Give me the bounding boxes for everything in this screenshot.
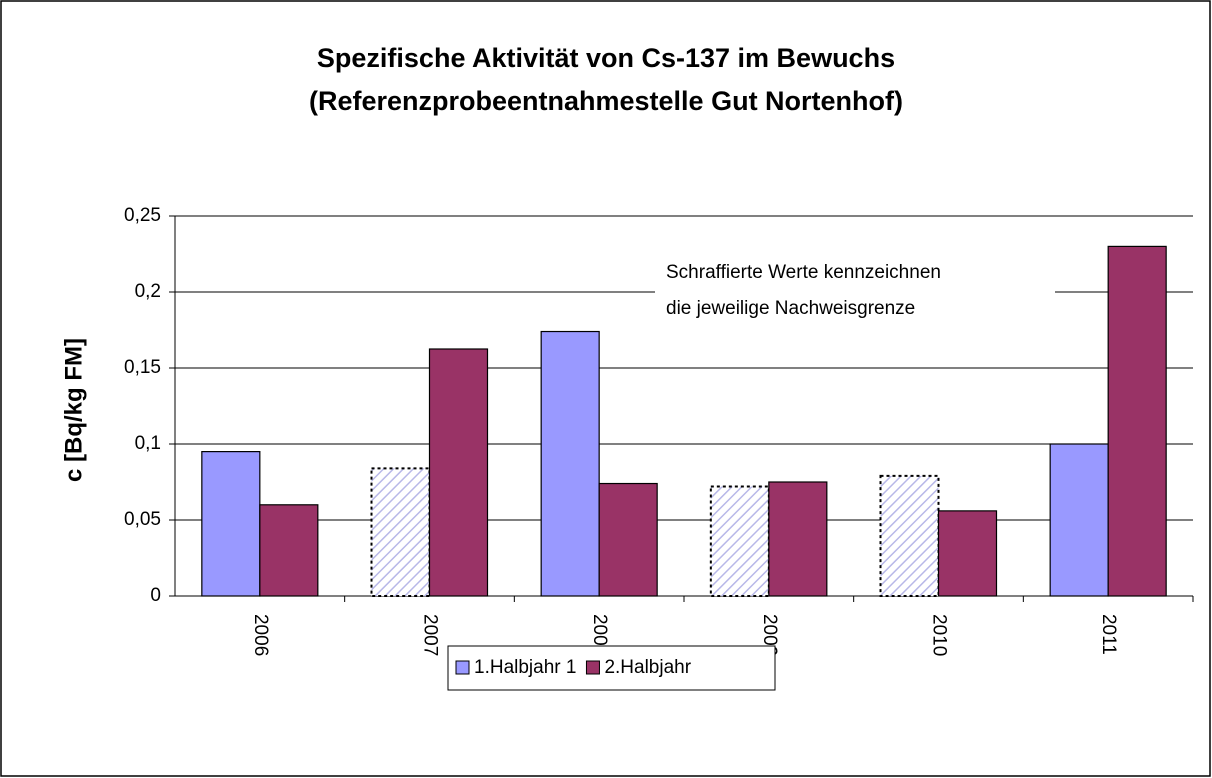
y-axis-label: c [Bq/kg FM] (60, 338, 87, 482)
bar (937, 510, 998, 597)
y-tick-label: 0,15 (124, 357, 161, 378)
bar (1049, 443, 1109, 597)
y-tick-label: 0,25 (124, 205, 161, 226)
legend-swatch (585, 660, 600, 675)
legend-swatch (455, 660, 470, 675)
bar (709, 485, 770, 597)
chart-title: Spezifische Aktivität von Cs-137 im Bewu… (317, 43, 895, 73)
bar (370, 467, 431, 598)
bar (598, 482, 658, 597)
x-tick-label: 2011 (1098, 614, 1119, 655)
chart-title: (Referenzprobeentnahmestelle Gut Nortenh… (309, 86, 903, 116)
y-tick-label: 0,2 (135, 281, 161, 302)
y-tick-label: 0 (150, 585, 161, 606)
bar (540, 330, 600, 597)
legend-label: 1.Halbjahr 1 (474, 657, 576, 678)
x-tick-label: 2007 (419, 614, 440, 656)
legend-label: 2.Halbjahr (604, 657, 691, 678)
annotation-box (655, 255, 1055, 327)
bar (879, 474, 940, 598)
bar (201, 451, 261, 597)
bar (1107, 245, 1167, 597)
bar (259, 504, 319, 597)
annotation: die jeweilige Nachweisgrenze (666, 298, 915, 319)
x-tick-label: 2006 (250, 614, 271, 656)
x-tick-label: 2010 (928, 614, 949, 656)
legend-box (447, 645, 776, 691)
y-tick-label: 0,1 (135, 433, 161, 454)
bar (428, 348, 489, 597)
bar (768, 481, 828, 597)
y-tick-label: 0,05 (124, 509, 161, 530)
annotation: Schraffierte Werte kennzeichnen (666, 262, 941, 283)
